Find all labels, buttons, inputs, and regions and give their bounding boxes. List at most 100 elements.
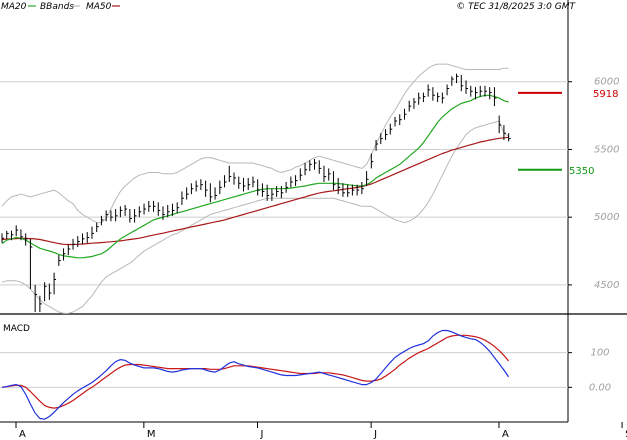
price-bar bbox=[63, 248, 66, 261]
macd-line bbox=[1, 329, 510, 420]
price-bar bbox=[224, 175, 227, 188]
price-bar bbox=[498, 115, 502, 134]
price-bar bbox=[314, 158, 317, 170]
price-bar bbox=[394, 116, 398, 127]
price-bar bbox=[370, 153, 374, 169]
price-bar bbox=[380, 133, 383, 145]
price-bar bbox=[437, 92, 440, 103]
bbands-upper-line bbox=[1, 63, 509, 224]
macd-y-tick-label: 100 bbox=[590, 348, 609, 359]
price-bar bbox=[1, 233, 4, 243]
price-bar bbox=[328, 168, 331, 181]
ma50-line bbox=[1, 136, 509, 246]
price-bar bbox=[252, 176, 255, 188]
legend-bbands: BBands bbox=[40, 2, 74, 12]
price-y-tick-label: 4500 bbox=[594, 280, 619, 291]
price-bar bbox=[299, 168, 303, 181]
price-bar bbox=[418, 92, 421, 105]
price-bar bbox=[441, 92, 445, 104]
price-bar bbox=[375, 139, 379, 151]
price-bar bbox=[6, 230, 9, 239]
watermark: © TEC 31/8/2025 3:0 GMT bbox=[456, 2, 576, 12]
price-bar bbox=[460, 74, 464, 92]
macd-y-tick-label: 0.00 bbox=[589, 382, 611, 393]
price-bar bbox=[247, 177, 251, 191]
price-bar bbox=[351, 184, 355, 196]
price-bar bbox=[72, 238, 76, 250]
price-bar bbox=[115, 209, 118, 222]
price-bar bbox=[96, 222, 99, 233]
price-bar bbox=[209, 183, 213, 203]
macd-title: MACD bbox=[3, 324, 30, 334]
price-bar bbox=[124, 204, 128, 216]
price-bar bbox=[219, 180, 222, 195]
price-bar bbox=[427, 84, 431, 97]
price-bar bbox=[15, 225, 19, 237]
price-bar bbox=[171, 203, 175, 216]
price-bar bbox=[456, 73, 459, 84]
price-bar bbox=[190, 183, 194, 195]
price-y-tick-label: 5000 bbox=[594, 212, 619, 223]
price-bar bbox=[176, 202, 180, 214]
price-bar bbox=[143, 203, 147, 215]
x-tick-label: A bbox=[19, 429, 26, 440]
price-bar bbox=[153, 200, 156, 212]
price-bar bbox=[138, 206, 142, 218]
price-bar bbox=[366, 171, 369, 187]
price-bar bbox=[347, 184, 350, 197]
price-bar bbox=[242, 177, 246, 192]
price-y-tick-label: 6000 bbox=[594, 77, 619, 88]
price-bar bbox=[34, 284, 38, 312]
price-bar bbox=[195, 180, 199, 192]
price-bar bbox=[304, 163, 308, 176]
price-bars bbox=[1, 73, 511, 312]
price-bar bbox=[214, 187, 218, 200]
ma50-series bbox=[1, 136, 509, 246]
price-bar bbox=[403, 108, 407, 120]
price-bar bbox=[181, 191, 184, 205]
price-bar bbox=[261, 183, 265, 197]
price-bar bbox=[162, 206, 165, 220]
price-bar bbox=[91, 226, 94, 239]
price-bar bbox=[53, 272, 57, 295]
price-bar bbox=[48, 283, 52, 300]
price-bar bbox=[385, 129, 388, 140]
price-bar bbox=[408, 100, 412, 112]
price-bar bbox=[44, 282, 47, 302]
price-bar bbox=[361, 181, 364, 195]
x-axis: AMJJAS bbox=[15, 422, 627, 440]
price-bar bbox=[119, 206, 123, 218]
price-bar bbox=[337, 177, 341, 195]
price-bar bbox=[81, 233, 85, 245]
price-bar bbox=[205, 180, 208, 197]
price-bar bbox=[508, 133, 511, 142]
price-bar bbox=[20, 229, 23, 241]
price-bar bbox=[465, 80, 469, 94]
x-tick-label: J bbox=[373, 429, 377, 440]
price-bar bbox=[342, 183, 345, 197]
price-bar bbox=[58, 255, 61, 266]
price-bar bbox=[356, 184, 360, 196]
price-bar bbox=[295, 175, 298, 187]
price-bar bbox=[309, 160, 312, 172]
price-bar bbox=[257, 179, 260, 196]
price-bar bbox=[332, 171, 336, 191]
x-tick-label: M bbox=[147, 429, 156, 440]
price-bar bbox=[228, 165, 232, 182]
price-bar bbox=[422, 92, 426, 103]
price-bar bbox=[399, 114, 402, 126]
ma20-series bbox=[1, 94, 509, 259]
price-bar bbox=[105, 210, 109, 222]
price-bar bbox=[493, 87, 497, 107]
macd-grid bbox=[0, 352, 568, 388]
price-bar bbox=[86, 232, 90, 243]
price-bar bbox=[186, 187, 189, 200]
price-bar bbox=[451, 76, 454, 86]
x-tick-label: A bbox=[502, 429, 509, 440]
price-bar bbox=[157, 202, 161, 216]
price-bar bbox=[148, 200, 151, 212]
price-bar bbox=[276, 186, 279, 197]
reference-lines: 5918 5350 bbox=[518, 89, 618, 177]
macd-signal-line bbox=[1, 334, 510, 409]
